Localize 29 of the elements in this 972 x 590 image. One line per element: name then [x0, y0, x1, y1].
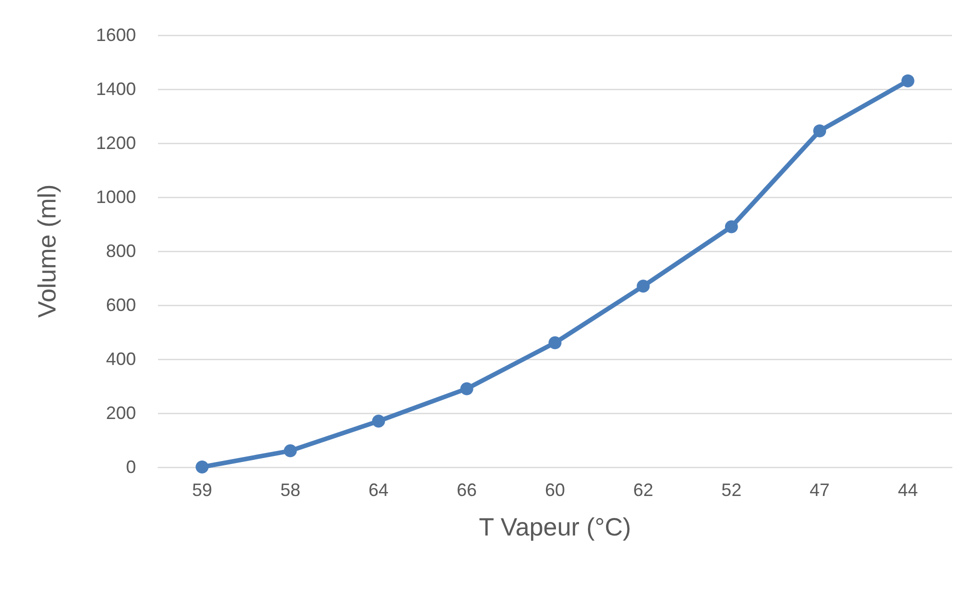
- x-tick-label: 52: [721, 480, 742, 500]
- y-tick-label: 800: [106, 241, 136, 261]
- y-axis-title: Volume (ml): [34, 184, 62, 318]
- point: [901, 74, 914, 88]
- point: [548, 336, 562, 350]
- y-tick-label: 1200: [96, 133, 136, 153]
- x-tick-label: 64: [368, 480, 389, 500]
- y-tick-label: 1600: [96, 25, 136, 45]
- y-tick-label: 600: [106, 295, 136, 315]
- y-tick-label: 1400: [96, 79, 136, 99]
- x-tick-label: 62: [633, 480, 654, 500]
- x-tick-label: 47: [810, 480, 830, 500]
- point: [372, 414, 386, 428]
- point: [636, 280, 650, 293]
- x-axis-title: T Vapeur (°C): [478, 514, 632, 542]
- x-tick-label: 58: [280, 480, 300, 500]
- point: [196, 460, 209, 474]
- y-tick-label: 1000: [96, 187, 136, 207]
- x-tick-label: 59: [192, 480, 212, 500]
- y-tick-label: 0: [126, 457, 136, 477]
- x-tick-label: 60: [544, 480, 566, 500]
- x-tick-label: 44: [898, 480, 918, 500]
- y-tick-label: 400: [106, 349, 136, 369]
- point: [813, 124, 826, 138]
- point: [724, 220, 738, 234]
- y-tick-label: 200: [106, 403, 136, 423]
- x-tick-label: 66: [456, 480, 477, 500]
- point: [460, 382, 474, 396]
- point: [284, 444, 297, 458]
